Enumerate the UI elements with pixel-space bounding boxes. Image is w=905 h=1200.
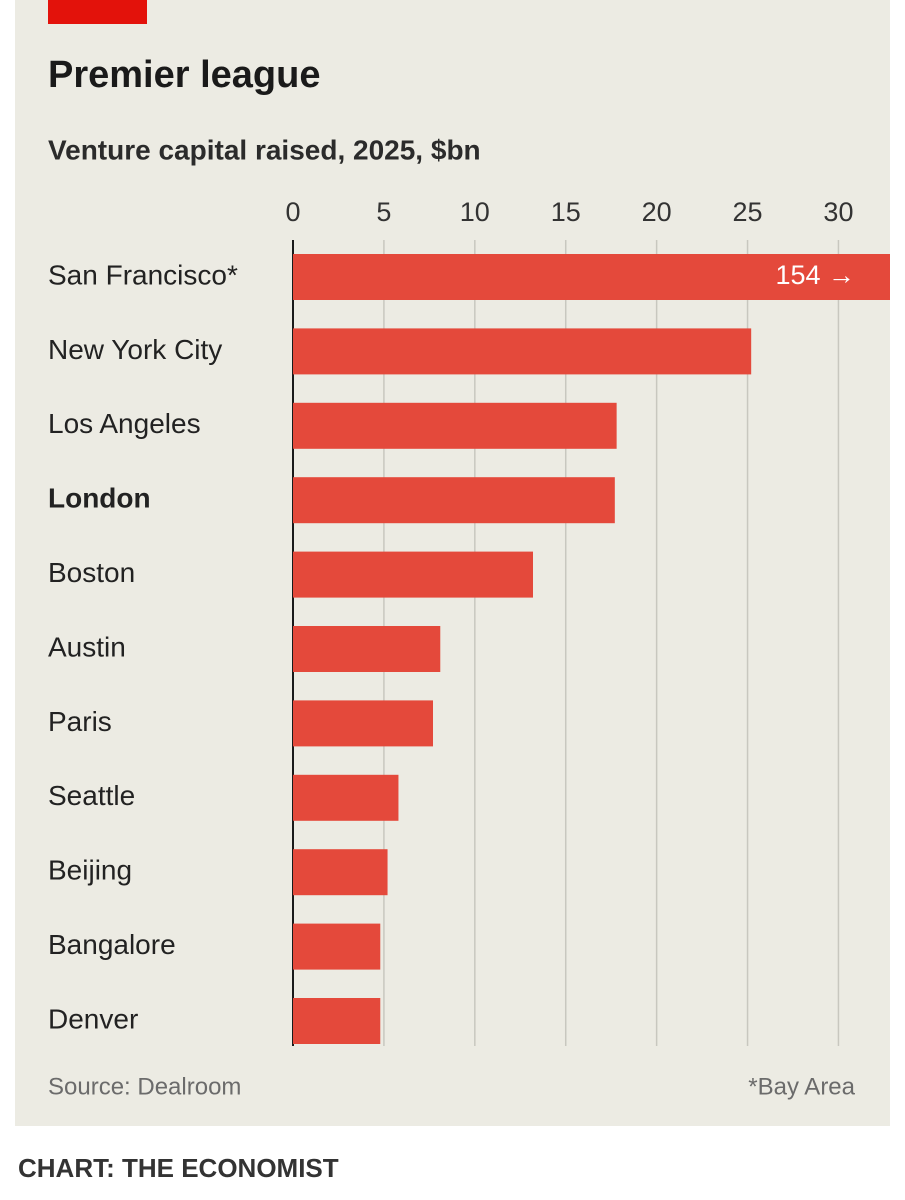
bar [293,998,381,1044]
category-label: Seattle [48,780,135,811]
bar [293,254,890,300]
bar [293,402,617,449]
x-tick-label: 5 [376,197,391,227]
x-tick-label: 10 [460,197,490,227]
bar [293,923,381,970]
value-label: 154 → [775,260,855,290]
bar [293,328,752,375]
category-label: Paris [48,706,112,737]
category-label: Bangalore [48,929,176,960]
bar [293,849,388,896]
bar [293,477,615,524]
x-tick-label: 30 [823,197,853,227]
category-label: Beijing [48,855,132,886]
category-label: Los Angeles [48,408,201,439]
bar [293,551,533,598]
bars [293,254,890,1044]
x-tick-label: 0 [285,197,300,227]
category-label: San Francisco* [48,259,238,290]
bar [293,700,433,747]
category-label: London [48,483,151,514]
chart-subtitle: Venture capital raised, 2025, $bn [48,134,481,165]
labels: 0 5 10 15 20 25 30 San Francisco* 154 → New York … [48,197,855,1034]
x-tick-label: 20 [642,197,672,227]
x-tick-label: 15 [551,197,581,227]
x-tick-label: 25 [733,197,763,227]
source: Source: Dealroom [48,1073,241,1100]
bar [293,626,441,672]
category-label: Austin [48,631,126,662]
brand-bar [48,0,147,24]
category-label: New York City [48,334,222,365]
category-label: Boston [48,557,135,588]
credit: CHART: THE ECONOMIST [18,1153,339,1183]
footnote: *Bay Area [748,1073,855,1100]
bar [293,774,399,821]
category-label: Denver [48,1003,138,1034]
chart-title: Premier league [48,54,320,96]
